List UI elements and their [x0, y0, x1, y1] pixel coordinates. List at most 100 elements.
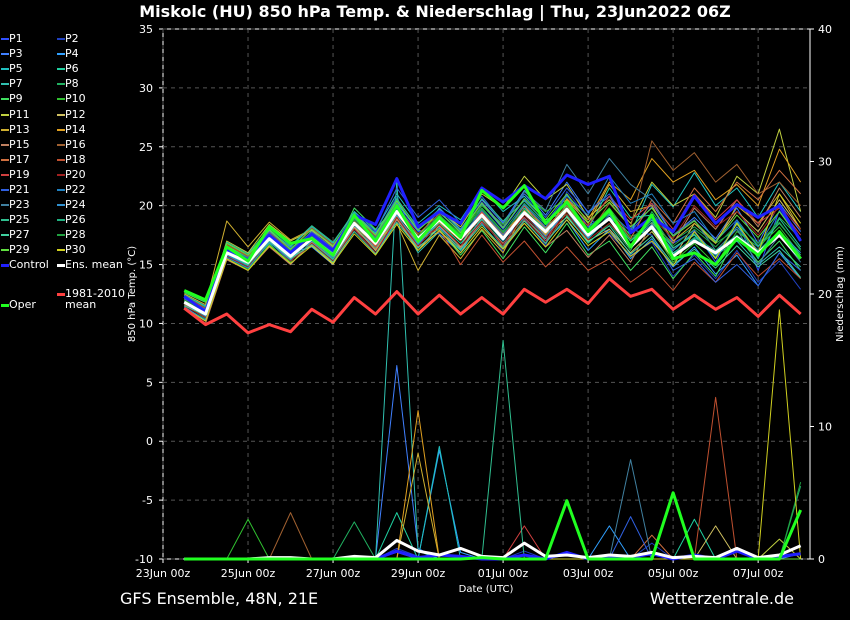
legend-swatch — [57, 68, 65, 71]
legend-swatch — [57, 204, 65, 207]
legend-label: P16 — [65, 137, 86, 151]
precip-line — [184, 491, 803, 561]
legend-item: Control — [1, 258, 69, 271]
legend-item: P7 — [1, 78, 69, 89]
legend-label: P22 — [65, 183, 86, 196]
legend-label: P2 — [65, 32, 79, 45]
legend-label: P26 — [65, 213, 86, 227]
legend-label: P10 — [65, 92, 86, 106]
legend-item: P24 — [57, 198, 125, 212]
precip-line — [184, 534, 801, 560]
legend-label: Ens. mean — [65, 258, 123, 271]
legend-item: P16 — [57, 137, 125, 151]
legend-item: P3 — [1, 47, 69, 61]
precip-line — [184, 365, 801, 560]
legend-item: P17 — [1, 152, 69, 166]
legend-item: P19 — [1, 167, 69, 181]
y-tick-label: 20 — [139, 200, 153, 213]
y2-tick-label: 10 — [818, 421, 832, 434]
legend-item: P5 — [1, 62, 69, 76]
legend-item: P20 — [57, 167, 125, 181]
y2-axis-label: Niederschlag (mm) — [835, 246, 846, 342]
legend-swatch — [57, 173, 65, 176]
legend-item: 1981-2010 mean — [57, 288, 125, 310]
legend-swatch — [57, 143, 65, 146]
legend-label: P20 — [65, 167, 86, 181]
legend-swatch — [57, 113, 65, 116]
legend-swatch — [1, 189, 9, 191]
y-tick-label: 0 — [146, 435, 153, 448]
legend-swatch — [57, 264, 65, 267]
y-tick-label: 30 — [139, 82, 153, 95]
legend-label: P17 — [9, 152, 30, 166]
legend-label: P15 — [9, 137, 30, 151]
x-tick-label: 29Jun 00z — [391, 567, 446, 580]
legend-label: P27 — [9, 228, 30, 242]
legend-label: P23 — [9, 198, 30, 212]
temp-line — [184, 215, 802, 316]
x-axis-label: Date (UTC) — [459, 584, 514, 595]
x-tick-label: 25Jun 00z — [221, 567, 276, 580]
legend-item: P4 — [57, 48, 125, 59]
legend-swatch — [1, 98, 9, 101]
legend-item: P8 — [57, 77, 125, 91]
legend-item: P29 — [1, 243, 69, 257]
y-tick-label: 10 — [139, 317, 153, 330]
legend-swatch — [57, 189, 65, 191]
legend-swatch — [1, 234, 9, 237]
temp-line — [184, 183, 802, 306]
legend-swatch — [1, 219, 9, 222]
legend-swatch — [1, 53, 9, 56]
legend-swatch — [57, 38, 65, 40]
x-tick-label: 03Jul 00z — [563, 567, 614, 580]
legend-item: P15 — [1, 137, 69, 151]
y-tick-label: 5 — [146, 376, 153, 389]
y2-tick-label: 20 — [818, 288, 832, 301]
legend-swatch — [57, 249, 65, 252]
y2-tick-label: 0 — [818, 553, 825, 566]
legend-swatch — [57, 83, 65, 86]
legend-swatch — [1, 83, 9, 86]
legend-label: P29 — [9, 243, 30, 257]
legend: P1 P2 P3 P4 P5 P6 P7 P8 P9 P10 P11 P12 P13 P14 P15 P16 P… — [0, 0, 130, 320]
legend-item: P12 — [57, 107, 125, 121]
legend-label: P8 — [65, 77, 79, 91]
legend-label: P3 — [9, 47, 23, 61]
legend-label: Control — [9, 258, 49, 271]
legend-label: P28 — [65, 228, 86, 242]
chart-title: Miskolc (HU) 850 hPa Temp. & Niederschla… — [139, 2, 731, 22]
precip-line — [184, 396, 801, 560]
legend-swatch — [1, 38, 9, 40]
temp-line — [183, 207, 802, 316]
legend-item: P26 — [57, 213, 125, 227]
legend-swatch — [57, 98, 65, 101]
x-tick-label: 27Jun 00z — [306, 567, 361, 580]
legend-item: P22 — [57, 183, 125, 196]
x-tick-label: 01Jul 00z — [478, 567, 529, 580]
y-tick-label: 25 — [139, 141, 153, 154]
legend-item: Ens. mean — [57, 258, 125, 271]
legend-swatch — [57, 53, 65, 56]
legend-label: P30 — [65, 243, 86, 257]
legend-item: P23 — [1, 198, 69, 212]
legend-item: P10 — [57, 92, 125, 106]
legend-swatch — [57, 293, 65, 296]
legend-label: P11 — [9, 107, 30, 121]
legend-label: P5 — [9, 62, 23, 76]
legend-item: P2 — [57, 32, 125, 45]
legend-item: P14 — [57, 122, 125, 136]
y-tick-label: -5 — [142, 494, 153, 507]
y-tick-label: -10 — [135, 553, 153, 566]
legend-label: P14 — [65, 122, 86, 136]
precip-line — [184, 339, 801, 560]
x-tick-label: 05Jul 00z — [648, 567, 699, 580]
legend-label: P24 — [65, 198, 86, 212]
legend-swatch — [1, 173, 9, 176]
legend-label: P12 — [65, 107, 86, 121]
temp-line — [183, 173, 802, 314]
temp-line — [183, 184, 802, 302]
legend-label: P19 — [9, 167, 30, 181]
y-tick-label: 15 — [139, 259, 153, 272]
legend-label: P21 — [9, 183, 30, 196]
